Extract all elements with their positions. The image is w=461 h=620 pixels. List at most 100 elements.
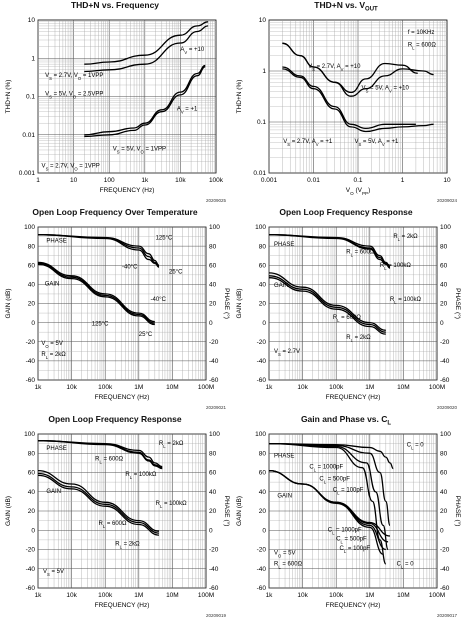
x-tick-label: 1M (134, 384, 143, 391)
annotation: VS = 2.7V, AV = +10 (308, 64, 361, 71)
y-tick-label: 0.1 (257, 119, 266, 126)
y-tick-label: 80 (259, 243, 267, 250)
annotation: 125°C (156, 236, 173, 242)
y-tick-label: -40 (257, 358, 267, 365)
y2-tick-label: -20 (440, 339, 450, 346)
y-tick-label: 0 (262, 320, 266, 327)
annotation: AV = +10 (180, 47, 204, 55)
y-tick-label: -60 (257, 585, 267, 592)
chart-thd-vs-vout: THD+N vs. VOUT 0.001 0.01 0.1 1 10 0.01 0.1 1 10 V… (231, 0, 461, 205)
annotation: AV = +1 (177, 107, 198, 115)
figure-id: 20209025 (205, 198, 226, 203)
annotation: RL = 600Ω (333, 315, 362, 323)
annotation: VS = 5V, AV = +10 (362, 85, 410, 93)
series-line-vs-2-7v-vo-1vpp-av-1 (84, 66, 206, 138)
y-tick-label: 10 (28, 17, 36, 24)
annotation: RL = 2kΩ (159, 441, 184, 449)
x-tick-label: 0.001 (261, 177, 278, 184)
x-tick-label: 10 (70, 177, 78, 184)
annotation: RL = 600Ω (346, 249, 375, 256)
annotation: CL = 500pF (319, 477, 350, 485)
y2-tick-label: -40 (209, 358, 219, 365)
annotation: RL = 600Ω (95, 457, 124, 465)
y-tick-label: 20 (28, 301, 36, 308)
y2-axis-label: PHASE (°) (454, 288, 461, 319)
y2-tick-label: 40 (209, 489, 217, 496)
annotation: VS = 5V, VO = 2.5VPP (45, 91, 103, 99)
series-line-vs-5v-vo-1vpp-av-1 (84, 64, 206, 136)
annotation: VS = 2.7V, AV = +1 (283, 139, 333, 147)
y-tick-label: 100 (24, 224, 35, 231)
x-tick-label: 100k (98, 592, 113, 599)
y2-tick-label: -60 (440, 377, 450, 384)
y-tick-label: 10 (259, 17, 267, 24)
series-line-gain-125-c (37, 263, 155, 326)
figure-id: 20209024 (436, 198, 457, 203)
x-tick-label: 1M (365, 592, 374, 599)
x-tick-label: 1k (35, 384, 43, 391)
figure-id: 20209019 (205, 613, 226, 618)
series-line-phase-25-c (37, 234, 160, 267)
x-tick-label: 1 (36, 177, 40, 184)
y2-tick-label: 20 (440, 301, 448, 308)
chart-svg: 1k 10k 100k 1M 10M 100M-60-40-20020406080100-… (5, 431, 230, 609)
annotation: GAIN (45, 282, 60, 288)
annotation: 25°C (139, 332, 153, 338)
chart-svg: 1 10 100 1k 10k 100k 0.001 0.01 0.1 1 10 FREQUENCY … (5, 17, 224, 194)
annotation: -40°C (151, 297, 167, 303)
y-tick-label: 100 (255, 431, 266, 438)
y-tick-label: -40 (26, 358, 36, 365)
x-tick-label: 10k (175, 177, 186, 184)
annotation: RL = 2kΩ (115, 541, 140, 549)
chart-title: Open Loop Frequency Over Temperature (32, 207, 198, 217)
x-tick-label: 1 (401, 177, 405, 184)
y-tick-label: 80 (259, 450, 267, 457)
annotation: GAIN (277, 494, 292, 500)
annotation: RL = 600Ω (274, 561, 303, 569)
chart-title: Open Loop Frequency Response (48, 414, 182, 424)
y2-tick-label: 0 (209, 527, 213, 534)
y-tick-label: 0.1 (26, 94, 35, 101)
series-line-phase-cl-0 (268, 442, 394, 470)
y2-tick-label: 80 (209, 243, 217, 250)
annotation: RL = 100kΩ (125, 472, 157, 480)
annotation: VS = 2.7V (274, 349, 300, 357)
series-line-gain-rl-600 (37, 472, 160, 534)
y2-tick-label: -60 (440, 585, 450, 592)
annotation: VS = 2.7V, VO = 1VPP (45, 73, 103, 81)
chart-svg: 1k 10k 100k 1M 10M 100M-60-40-20020406080100-… (236, 224, 461, 401)
series-line-vs-2-7v-av-1 (282, 66, 416, 130)
x-axis-label: FREQUENCY (Hz) (100, 187, 155, 194)
y-axis-label: GAIN (dB) (5, 289, 12, 319)
y2-tick-label: 100 (209, 224, 220, 231)
annotation: CL = 1000pF (309, 464, 343, 472)
x-tick-label: 10M (166, 384, 179, 391)
series-line-gain-rl-600 (268, 275, 386, 333)
annotation: 25°C (169, 269, 183, 275)
x-tick-label: 100M (198, 384, 214, 391)
x-tick-label: 10k (66, 592, 77, 599)
annotation: VS = 2.7V, VO = 1VPP (42, 163, 100, 171)
x-tick-label: 100k (98, 384, 113, 391)
x-tick-label: 100M (429, 384, 445, 391)
figure-id: 20209017 (436, 613, 457, 618)
y2-tick-label: 0 (209, 320, 213, 327)
y2-tick-label: 100 (440, 431, 451, 438)
annotation: GAIN (46, 489, 61, 495)
y2-tick-label: 80 (440, 243, 448, 250)
series-line-gain-rl-2k (268, 277, 386, 335)
y2-tick-label: 80 (209, 450, 217, 457)
y-tick-label: -20 (26, 339, 36, 346)
y2-axis-label: PHASE (°) (454, 496, 461, 527)
chart-open-loop-response-5v: Open Loop Frequency Response 1k 10k 100k 1M 1… (0, 414, 230, 620)
annotation: RL = 100kΩ (156, 501, 188, 509)
chart-svg: 1k 10k 100k 1M 10M 100M-60-40-20020406080100-… (5, 224, 230, 401)
annotation: RL = 100kΩ (380, 263, 412, 271)
series-line-gain-cl-1000pf (268, 469, 384, 555)
y-tick-label: -60 (26, 585, 36, 592)
annotation: RL = 100kΩ (390, 297, 422, 305)
annotation: CL = 0 (397, 561, 415, 569)
series-line-phase-cl-1000pf (268, 442, 387, 565)
y2-tick-label: 40 (209, 282, 217, 289)
chart-gain-phase-vs-cl: Gain and Phase vs. CL 1k 10k 100k 1M 10M 100M -… (231, 414, 461, 620)
